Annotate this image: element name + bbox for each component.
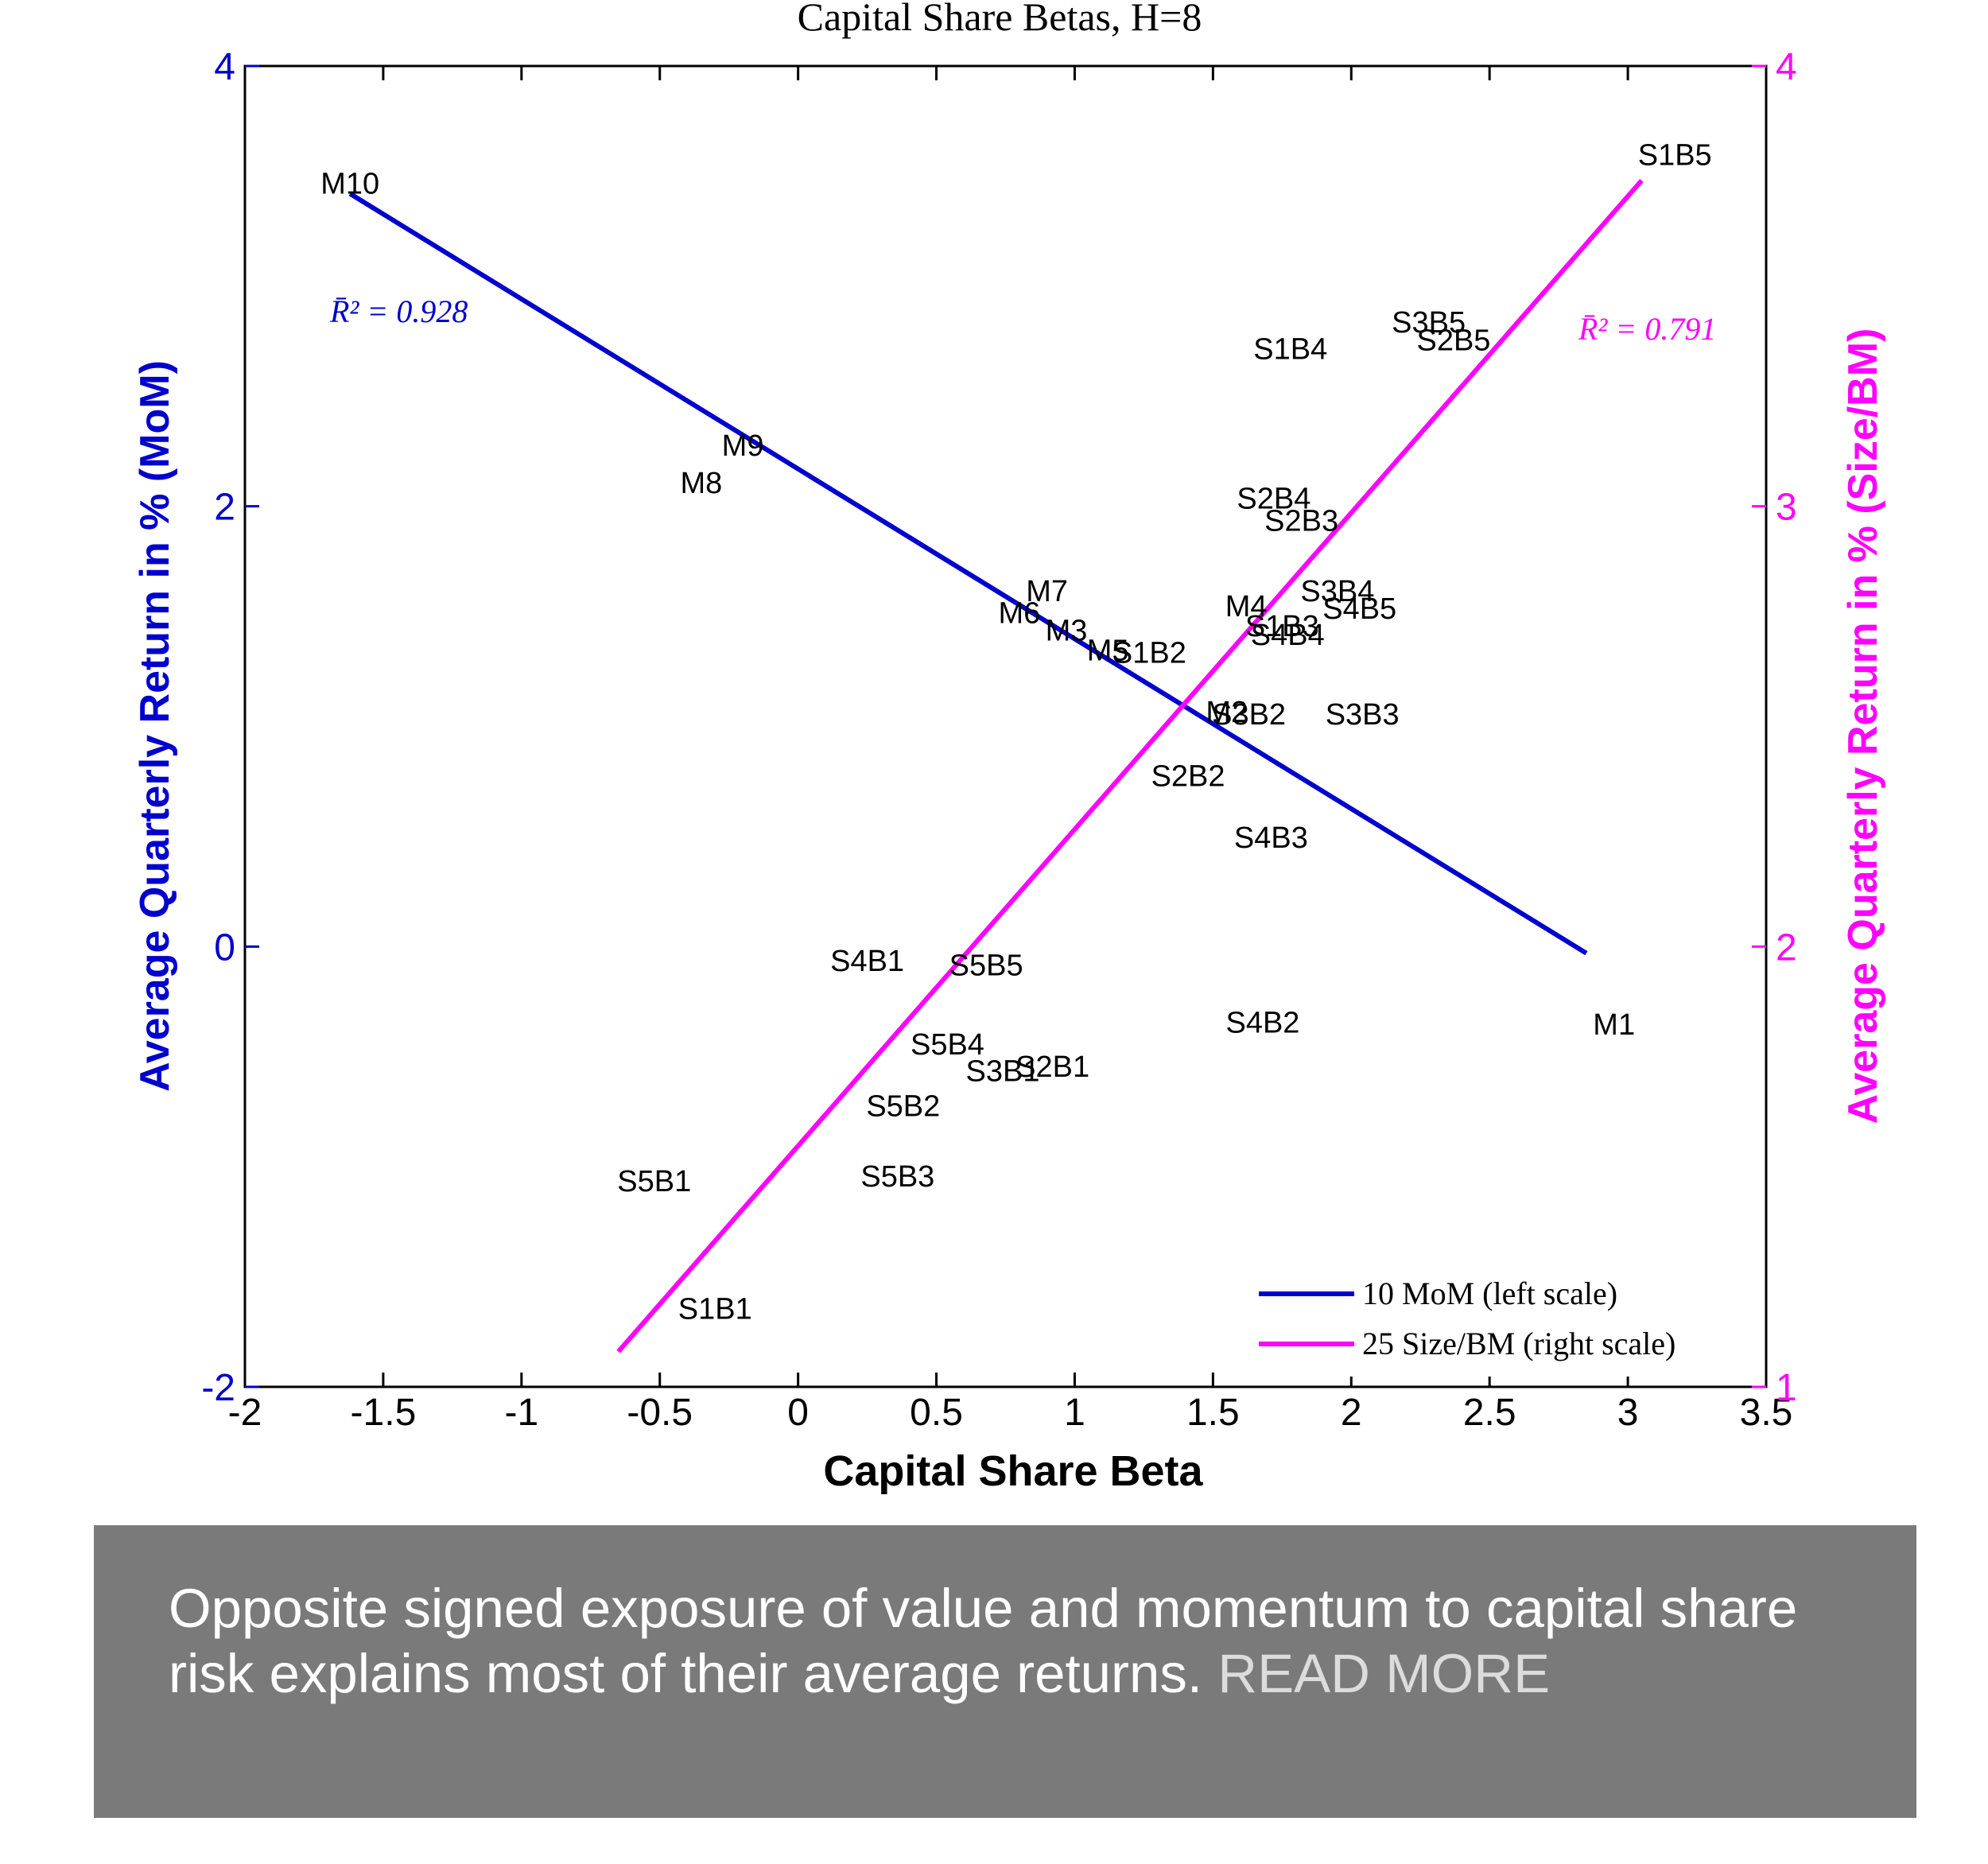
- caption: Opposite signed exposure of value and mo…: [169, 1576, 1862, 1707]
- x-tick-label: -2: [228, 1392, 262, 1434]
- y-left-tick-label: 0: [214, 926, 235, 969]
- point-label-s2b2: S2B2: [1151, 759, 1225, 793]
- chart-title: Capital Share Betas, H=8: [798, 0, 1202, 39]
- point-label-s5b4: S5B4: [911, 1028, 984, 1062]
- fit-line-mom: [348, 192, 1588, 956]
- point-label-m3: M3: [1046, 615, 1088, 648]
- point-label-s4b4: S4B4: [1251, 619, 1325, 652]
- x-tick-label: -1: [504, 1392, 538, 1434]
- point-label-s3b1: S3B1: [966, 1054, 1040, 1088]
- x-tick-label: 2: [1341, 1392, 1362, 1434]
- point-label-s5b5: S5B5: [949, 949, 1023, 982]
- x-tick-label: 0.5: [910, 1392, 963, 1434]
- point-label-m8: M8: [681, 467, 723, 500]
- point-label-s3b3: S3B3: [1326, 698, 1400, 732]
- plot-area: [243, 64, 1768, 1388]
- point-label-s1b4: S1B4: [1253, 332, 1327, 366]
- x-tick-label: 1.5: [1186, 1392, 1240, 1434]
- point-label-m4: M4: [1225, 590, 1268, 623]
- point-label-s4b1: S4B1: [830, 945, 904, 978]
- x-tick-label: 3.5: [1740, 1392, 1793, 1434]
- fit-line-sizebm: [616, 178, 1644, 1353]
- y-axis-label-right: Average Quarterly Return in % (Size/BM): [1840, 328, 1886, 1124]
- point-label-s4b5: S4B5: [1322, 592, 1396, 626]
- point-label-s4b3: S4B3: [1234, 821, 1308, 855]
- point-label-s1b5: S1B5: [1638, 139, 1712, 173]
- point-label-s3b4: S3B4: [1300, 575, 1374, 608]
- point-label-m9: M9: [722, 429, 764, 463]
- point-label-s5b2: S5B2: [866, 1090, 940, 1124]
- x-tick-label: 3: [1617, 1392, 1639, 1434]
- y-right-tick-label: 3: [1776, 487, 1797, 529]
- x-tick-label: -0.5: [627, 1392, 693, 1434]
- point-label-m7: M7: [1026, 575, 1068, 608]
- caption-text: Opposite signed exposure of value and mo…: [169, 1578, 1798, 1704]
- y-right-tick-label: 1: [1776, 1367, 1797, 1409]
- ticks-layer: -2 -1.5 -1 -0.5 0 0.5 1 1.5 2 2.5 3 3.5 -2 0 2 4 1 2 3 4: [201, 46, 1796, 1434]
- point-label-m1: M1: [1593, 1008, 1635, 1042]
- point-label-m10: M10: [320, 168, 379, 201]
- point-label-m5: M5: [1087, 635, 1129, 668]
- legend: 10 MoM (left scale) 25 Size/BM (right sc…: [1241, 1261, 1757, 1377]
- legend-box: [1241, 1261, 1757, 1377]
- point-label-s1b3: S1B3: [1245, 610, 1319, 643]
- y-right-tick-label: 4: [1776, 46, 1797, 88]
- y-right-tick-label: 2: [1776, 926, 1797, 969]
- y-axis-label-left: Average Quarterly Return in % (MoM): [132, 360, 178, 1092]
- x-tick-label: 1: [1064, 1392, 1085, 1434]
- point-label-s2b4: S2B4: [1237, 483, 1310, 516]
- legend-label-sizebm: 25 Size/BM (right scale): [1362, 1326, 1675, 1361]
- x-tick-label: 0: [787, 1392, 809, 1434]
- point-label-s2b3: S2B3: [1264, 504, 1338, 538]
- legend-label-mom: 10 MoM (left scale): [1362, 1276, 1617, 1311]
- point-label-s4b2: S4B2: [1225, 1006, 1299, 1039]
- point-label-s5b3: S5B3: [860, 1160, 934, 1194]
- caption-banner: Opposite signed exposure of value and mo…: [94, 1525, 1916, 1818]
- point-label-m6: M6: [998, 597, 1040, 631]
- y-left-tick-label: -2: [201, 1367, 235, 1409]
- x-axis-label: Capital Share Beta: [823, 1447, 1203, 1495]
- point-label-m2: M2: [1206, 696, 1248, 729]
- point-label-s3b2: S3B2: [1212, 698, 1286, 732]
- read-more-link[interactable]: READ MORE: [1217, 1643, 1551, 1704]
- point-label-s5b1: S5B1: [617, 1165, 691, 1198]
- y-left-tick-label: 4: [214, 46, 235, 88]
- point-label-s2b1: S2B1: [1015, 1050, 1089, 1084]
- point-label-s1b1: S1B1: [678, 1292, 752, 1326]
- r2-label-mom: R̄² = 0.928: [329, 293, 468, 329]
- y-left-tick-label: 2: [214, 487, 235, 529]
- x-tick-label: -1.5: [351, 1392, 417, 1434]
- r2-label-sizebm: R̄² = 0.791: [1578, 311, 1716, 347]
- x-tick-label: 2.5: [1463, 1392, 1516, 1434]
- point-label-s2b5: S2B5: [1416, 324, 1490, 357]
- fit-lines: [348, 178, 1644, 1353]
- point-label-s3b5: S3B5: [1392, 306, 1466, 340]
- point-label-s1b2: S1B2: [1112, 636, 1186, 670]
